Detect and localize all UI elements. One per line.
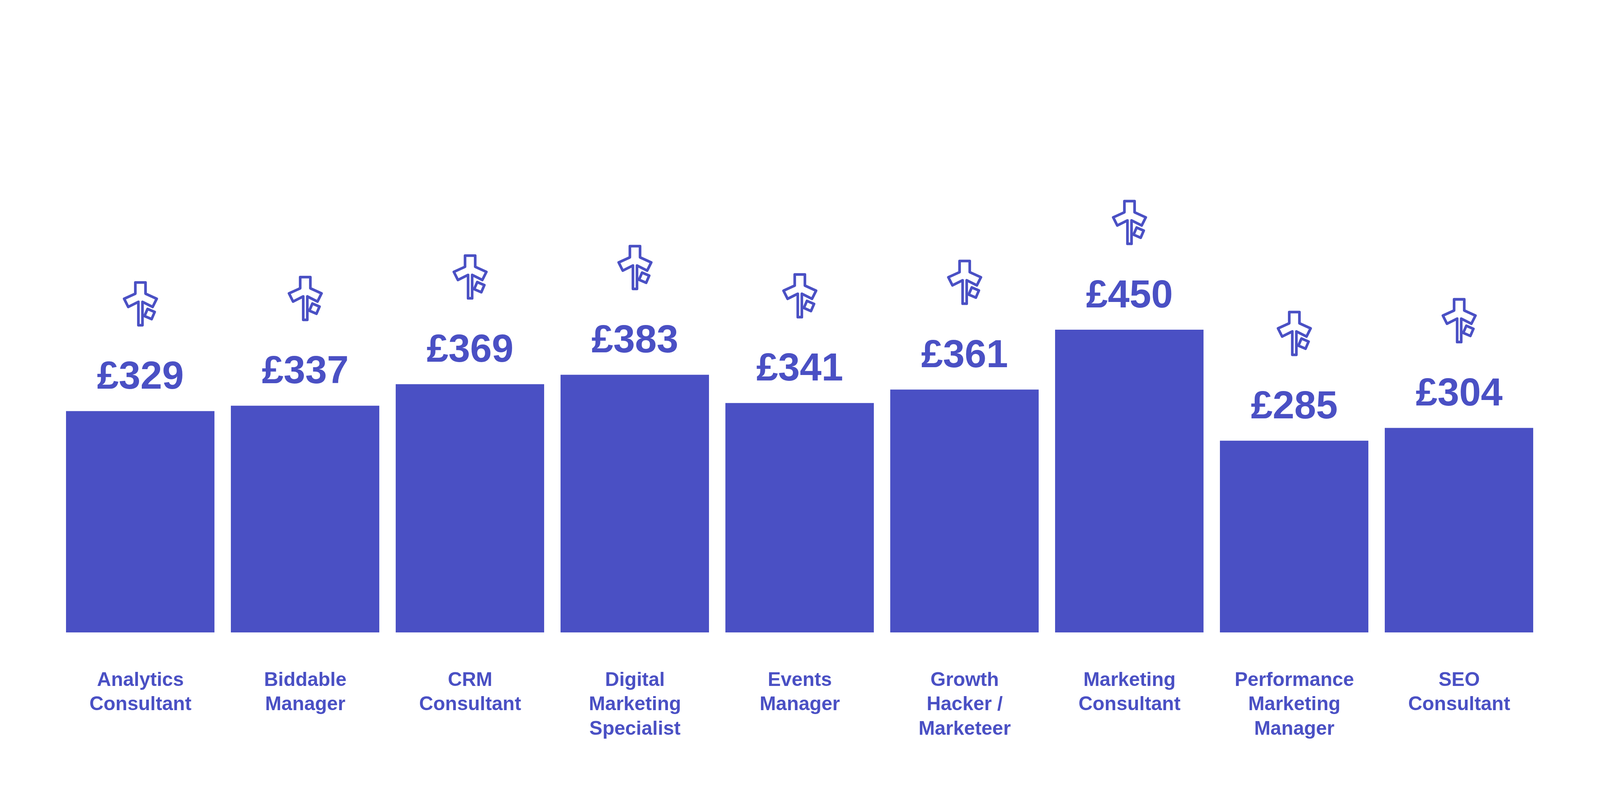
svg-text:£285: £285 bbox=[1250, 382, 1338, 427]
svg-text:BiddableManager: BiddableManager bbox=[264, 668, 347, 715]
svg-text:£361: £361 bbox=[921, 331, 1008, 376]
svg-text:EventsManager: EventsManager bbox=[759, 668, 841, 715]
svg-text:DigitalMarketingSpecialist: DigitalMarketingSpecialist bbox=[588, 668, 681, 740]
svg-text:£369: £369 bbox=[426, 326, 514, 370]
svg-text:£304: £304 bbox=[1415, 369, 1503, 414]
svg-text:MarketingConsultant: MarketingConsultant bbox=[1078, 668, 1181, 715]
svg-text:GrowthHacker /Marketeer: GrowthHacker /Marketeer bbox=[918, 668, 1011, 740]
svg-text:SEOConsultant: SEOConsultant bbox=[1408, 668, 1511, 715]
svg-text:£450: £450 bbox=[1085, 271, 1173, 316]
svg-text:£337: £337 bbox=[261, 347, 349, 392]
svg-text:£329: £329 bbox=[96, 353, 184, 397]
svg-text:£341: £341 bbox=[756, 344, 843, 389]
svg-text:CRMConsultant: CRMConsultant bbox=[419, 668, 522, 715]
svg-text:£383: £383 bbox=[591, 316, 679, 361]
svg-text:AnalyticsConsultant: AnalyticsConsultant bbox=[89, 668, 192, 715]
svg-text:PerformanceMarketingManager: PerformanceMarketingManager bbox=[1234, 668, 1355, 740]
